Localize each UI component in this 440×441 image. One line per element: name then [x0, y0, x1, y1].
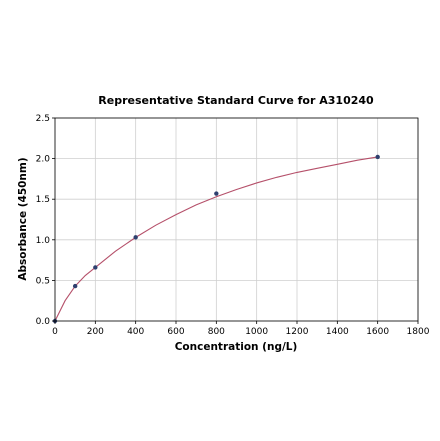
y-tick-label: 1.5: [36, 195, 50, 205]
x-tick-label: 800: [208, 327, 225, 337]
fit-curve-line: [54, 156, 378, 322]
data-points-layer: [52, 154, 380, 324]
data-point: [133, 235, 138, 240]
x-tick-label: 1600: [366, 327, 389, 337]
fit-curve-layer: [54, 156, 378, 322]
y-axis-ticks: 0.0 0.5 1.0 1.5 2.0 2.5: [36, 114, 55, 327]
x-tick-label: 200: [87, 327, 104, 337]
x-tick-label: 1800: [407, 327, 430, 337]
y-tick-label: 0.5: [36, 276, 50, 286]
plot-frame: [54, 117, 419, 322]
y-tick-label: 1.0: [36, 236, 51, 246]
data-point: [375, 154, 380, 160]
data-point: [72, 283, 78, 289]
x-tick-label: 1400: [326, 327, 349, 337]
y-tick-label: 2.5: [36, 114, 50, 124]
x-tick-label: 400: [127, 327, 144, 337]
grid-lines: [54, 117, 419, 322]
x-tick-label: 0: [52, 327, 58, 337]
x-tick-label: 600: [167, 327, 184, 337]
y-axis-label: Absorbance (450nm): [17, 157, 29, 280]
y-tick-label: 2.0: [36, 155, 51, 165]
data-point: [214, 191, 219, 196]
chart-title: Representative Standard Curve for A31024…: [98, 94, 374, 107]
x-axis-label: Concentration (ng/L): [175, 341, 298, 353]
x-tick-label: 1000: [245, 327, 268, 337]
x-axis-ticks: 0 200 400 600 800 1000 1200 1400 1600 1800: [52, 321, 430, 337]
x-tick-label: 1200: [286, 327, 309, 337]
data-point: [93, 265, 98, 270]
y-tick-label: 0.0: [36, 317, 51, 327]
